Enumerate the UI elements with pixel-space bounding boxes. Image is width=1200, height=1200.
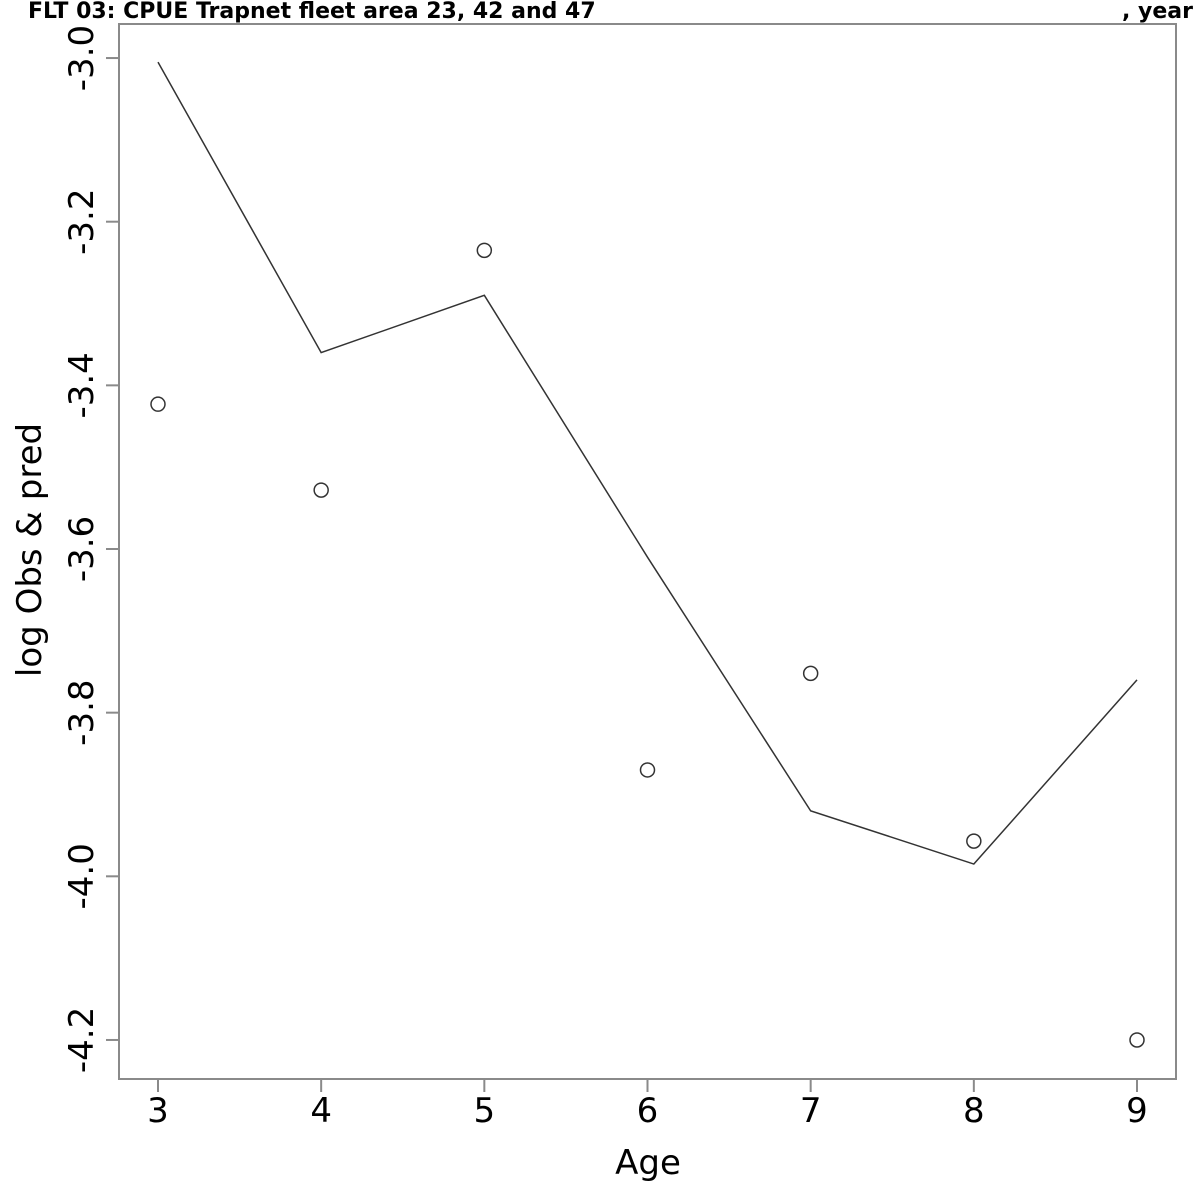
y-axis-tick-label: -3.4 <box>62 352 102 418</box>
x-axis-tick-label: 3 <box>147 1091 169 1131</box>
predicted-line <box>157 61 1138 865</box>
x-axis-tick-label: 4 <box>310 1091 332 1131</box>
x-axis-tick-label: 8 <box>963 1091 985 1131</box>
observed-point-age-4 <box>313 482 329 498</box>
x-axis-tick-label: 5 <box>474 1091 496 1131</box>
y-axis-tick-label: -4.2 <box>62 1007 102 1073</box>
observed-point-age-6 <box>639 762 656 778</box>
y-axis-tick-label: -3.0 <box>62 25 102 91</box>
observed-point-age-9 <box>1129 1032 1145 1048</box>
y-axis-label: log Obs & pred <box>10 422 50 678</box>
observed-point-age-5 <box>476 242 493 259</box>
y-axis-tick-label: -3.8 <box>62 679 102 745</box>
plot-title: FLT 03: CPUE Trapnet fleet area 23, 42 a… <box>28 0 596 24</box>
observed-point-age-7 <box>802 665 819 682</box>
x-axis-tick-label: 9 <box>1126 1091 1148 1131</box>
y-axis-tick-label: -4.0 <box>62 843 102 909</box>
y-axis-tick-label: -3.2 <box>62 189 102 255</box>
x-axis-tick-label: 7 <box>800 1091 822 1131</box>
observed-point-age-8 <box>966 833 982 849</box>
plot-frame <box>118 23 1177 1080</box>
plot-title-year-suffix: , year <box>1122 0 1193 24</box>
x-axis-label: Age <box>615 1143 681 1183</box>
x-axis-tick-label: 6 <box>637 1091 659 1131</box>
y-axis-tick-label: -3.6 <box>62 516 102 582</box>
observed-point-age-3 <box>150 396 166 412</box>
